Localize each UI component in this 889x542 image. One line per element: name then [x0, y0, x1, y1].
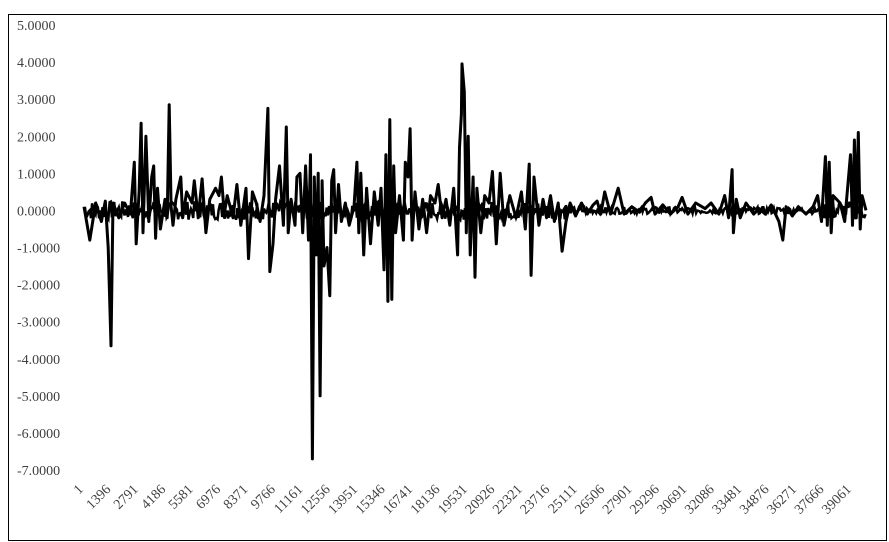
y-tick-label: 2.0000 [17, 130, 56, 145]
y-tick-label: 3.0000 [17, 93, 56, 108]
y-tick-label: 0.0000 [17, 204, 56, 219]
y-tick-label: -6.0000 [17, 427, 60, 442]
y-tick-label: -2.0000 [17, 279, 60, 294]
x-tick-label: 29296 [627, 482, 662, 517]
x-tick-label: 12556 [298, 482, 333, 517]
series-line [82, 62, 868, 461]
x-tick-label: 26506 [573, 482, 608, 517]
y-tick-label: -1.0000 [17, 242, 60, 257]
x-tick-label: 1 [71, 482, 87, 498]
x-tick-label: 34876 [737, 482, 772, 517]
y-tick-label: 1.0000 [17, 167, 56, 182]
x-tick-label: 5581 [166, 482, 196, 512]
x-tick-label: 33481 [710, 482, 745, 517]
x-tick-label: 39061 [819, 482, 854, 517]
x-tick-label: 27901 [600, 482, 635, 517]
x-tick-label: 6976 [194, 482, 224, 512]
x-tick-label: 30691 [655, 482, 690, 517]
x-tick-label: 20926 [463, 482, 498, 517]
x-axis-tick-labels: 1139627914186558169768371976611161125561… [71, 482, 855, 517]
x-tick-label: 19531 [435, 482, 470, 517]
x-tick-label: 18136 [408, 482, 443, 517]
x-tick-label: 4186 [139, 482, 169, 512]
x-tick-label: 1396 [84, 482, 114, 512]
x-tick-label: 13951 [326, 482, 361, 517]
chart-frame [8, 14, 887, 541]
x-tick-label: 16741 [381, 482, 416, 517]
series-noise-band [83, 197, 867, 224]
y-tick-label: -4.0000 [17, 353, 60, 368]
y-tick-label: 5.0000 [17, 19, 56, 34]
x-tick-label: 2791 [111, 482, 141, 512]
x-tick-label: 22321 [490, 482, 525, 517]
y-tick-label: -5.0000 [17, 390, 60, 405]
x-tick-label: 32086 [682, 482, 717, 517]
y-axis-tick-labels: 5.0000 4.0000 3.0000 2.0000 1.0000 0.0000 -1.0… [17, 19, 60, 479]
x-tick-label: 11161 [272, 482, 307, 517]
x-tick-label: 8371 [221, 482, 251, 512]
x-tick-label: 37666 [792, 482, 827, 517]
x-tick-label: 36271 [765, 482, 800, 517]
series-layer [82, 62, 868, 461]
y-tick-label: 4.0000 [17, 56, 56, 71]
y-tick-label: -3.0000 [17, 316, 60, 331]
x-tick-label: 15346 [353, 482, 388, 517]
x-tick-label: 23716 [518, 482, 553, 517]
x-tick-label: 25111 [546, 482, 581, 517]
y-tick-label: -7.0000 [17, 464, 60, 479]
